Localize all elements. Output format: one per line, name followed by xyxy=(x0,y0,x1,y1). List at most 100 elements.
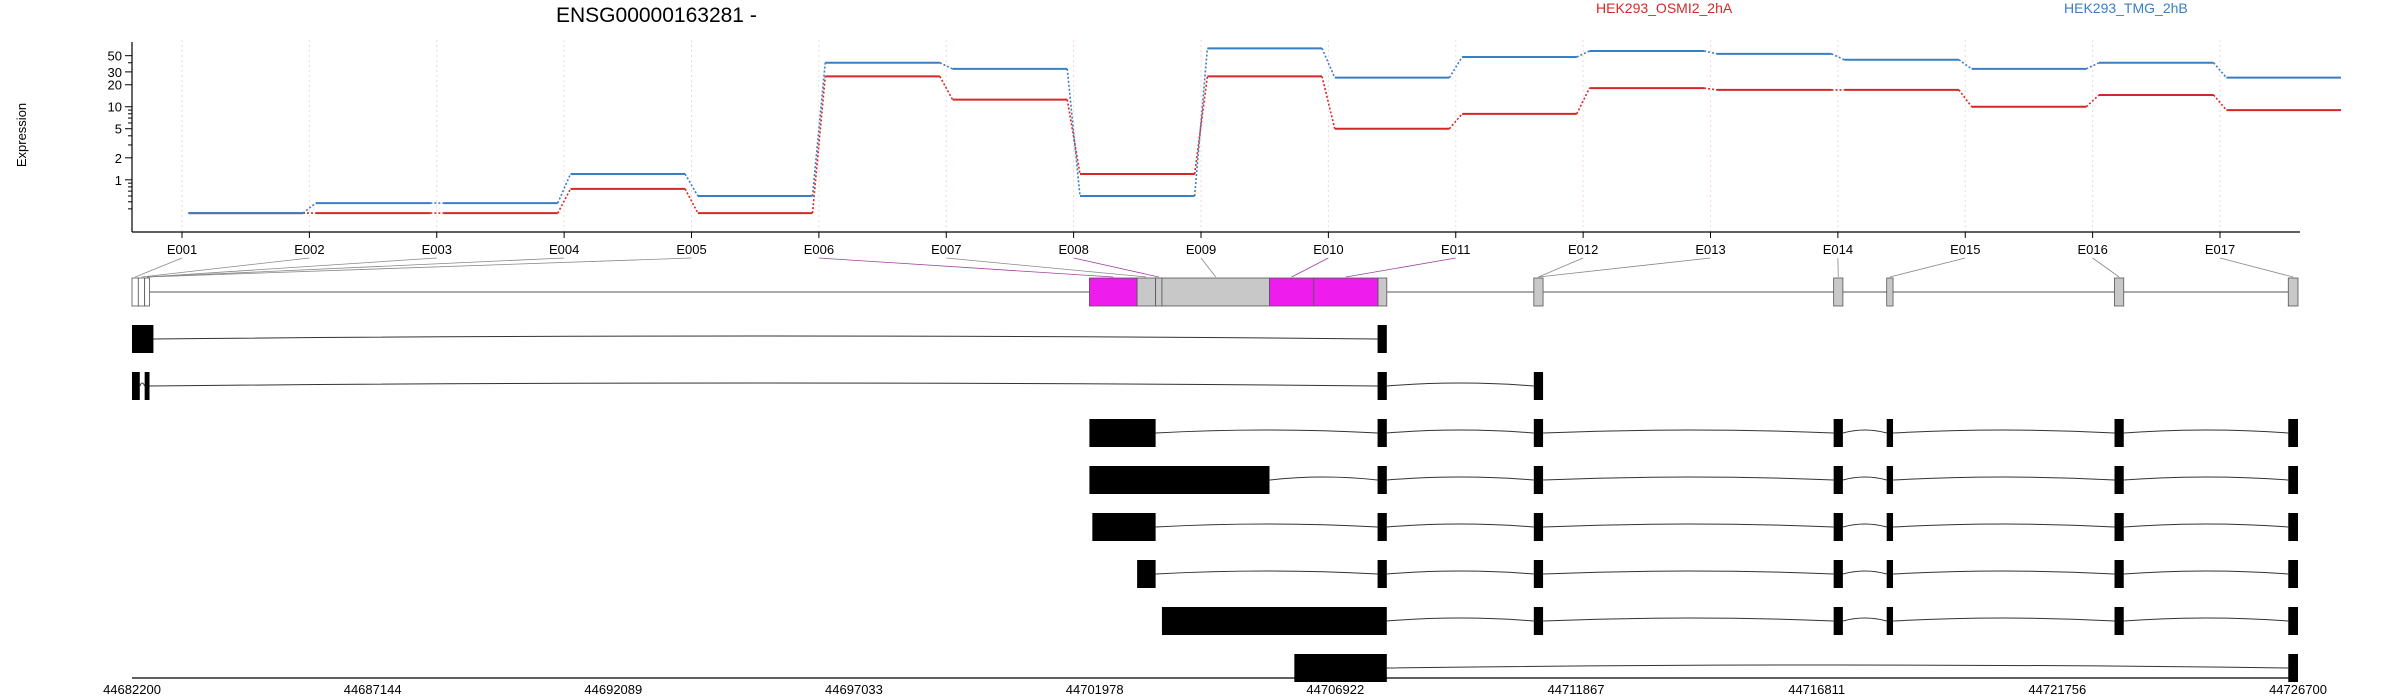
transcript-exon xyxy=(2288,513,2298,541)
transcript-5 xyxy=(1092,513,2298,541)
series-2 xyxy=(188,47,2342,215)
intron-line xyxy=(1842,617,1887,622)
exon-segment xyxy=(1377,277,1388,307)
bin-connector xyxy=(147,257,692,278)
exon-segment xyxy=(131,277,139,307)
bin-connector xyxy=(135,257,183,278)
transcript-exon xyxy=(144,372,150,400)
x-tick-label: E013 xyxy=(1695,242,1725,257)
transcript-exon xyxy=(2114,419,2124,447)
exon-segment xyxy=(1313,277,1379,307)
transcript-exon xyxy=(1137,560,1156,588)
intron-line xyxy=(1842,476,1887,481)
x-tick-label: E012 xyxy=(1568,242,1598,257)
bin-connector xyxy=(1538,257,1711,278)
exon-segment xyxy=(1269,277,1315,307)
series-connector xyxy=(557,173,572,204)
bin-connector xyxy=(946,257,1147,278)
series-connector xyxy=(1193,48,1209,197)
series-connector xyxy=(2085,94,2100,108)
bin-connector xyxy=(141,257,310,278)
transcript-exon xyxy=(1833,560,1843,588)
genomic-coordinate-label: 44697033 xyxy=(825,682,883,697)
genomic-axis: 44682200 44687144 44692089 44697033 44701978… xyxy=(103,677,2327,697)
bin-connector xyxy=(1538,257,1584,278)
exon-segment xyxy=(1136,277,1157,307)
intron-line xyxy=(2123,523,2289,528)
transcript-exon xyxy=(2114,560,2124,588)
bin-connector xyxy=(818,257,1114,278)
intron-line xyxy=(1543,617,1834,622)
intron-line xyxy=(1386,382,1534,387)
intron-line xyxy=(2123,570,2289,575)
genomic-coordinate-label: 44726700 xyxy=(2269,682,2327,697)
genomic-coordinate-label: 44692089 xyxy=(584,682,642,697)
transcript-exon xyxy=(132,372,140,400)
legend-series-2: HEK293_TMG_2hB xyxy=(2064,0,2188,16)
transcript-exon xyxy=(2114,513,2124,541)
bin-connector xyxy=(1889,257,1966,278)
exon-segment xyxy=(1886,277,1894,307)
series-connector xyxy=(1448,56,1463,79)
transcript-exon xyxy=(1533,513,1544,541)
series-connector xyxy=(1704,87,1717,91)
transcript-exon xyxy=(1886,560,1894,588)
y-tick-label: 30 xyxy=(108,65,122,80)
intron-line xyxy=(1543,476,1834,481)
gene-model xyxy=(131,277,2299,307)
y-tick-label: 20 xyxy=(108,78,122,93)
bin-connector xyxy=(147,257,437,278)
transcript-exon xyxy=(1886,607,1894,635)
x-tick-label: E001 xyxy=(167,242,197,257)
series-connector xyxy=(557,188,572,214)
transcript-8 xyxy=(1294,654,2298,682)
transcript-exon xyxy=(1377,560,1387,588)
series-connector xyxy=(2213,94,2227,111)
y-axis-label: Expression xyxy=(14,103,29,167)
transcript-exon xyxy=(1089,466,1270,494)
genomic-coordinate-label: 44682200 xyxy=(103,682,161,697)
transcript-exon xyxy=(1833,466,1843,494)
transcript-3 xyxy=(1089,419,2298,447)
exon-segment xyxy=(1089,277,1138,307)
series-connector xyxy=(684,173,699,197)
bin-connector xyxy=(147,257,565,278)
transcript-exon xyxy=(1377,325,1387,353)
transcript-exon xyxy=(1533,466,1544,494)
bin-connector xyxy=(2092,257,2120,278)
series-connector xyxy=(2213,62,2227,79)
genomic-coordinate-label: 44716811 xyxy=(1788,682,1845,697)
x-tick-label: E009 xyxy=(1186,242,1216,257)
y-tick-label: 50 xyxy=(108,49,122,64)
intron-line xyxy=(1386,523,1534,528)
intron-line xyxy=(1543,523,1834,528)
x-tick-label: E015 xyxy=(1950,242,1980,257)
x-tick-label: E005 xyxy=(676,242,706,257)
series-connector xyxy=(684,188,699,214)
series-connector xyxy=(1576,87,1591,115)
intron-line xyxy=(1386,429,1534,434)
intron-line xyxy=(1155,523,1378,528)
genomic-coordinate-label: 44687144 xyxy=(344,682,402,697)
bin-connector xyxy=(1200,257,1217,278)
x-tick-label: E014 xyxy=(1823,242,1853,257)
intron-line xyxy=(153,335,1378,340)
transcript-2 xyxy=(132,372,1544,400)
series-1 xyxy=(188,75,2342,215)
transcript-exon xyxy=(2288,607,2298,635)
genomic-coordinate-label: 44721756 xyxy=(2028,682,2086,697)
transcript-exon xyxy=(1833,513,1843,541)
intron-line xyxy=(2123,429,2289,434)
transcript-exon xyxy=(1377,372,1387,400)
series-connector xyxy=(1066,68,1081,197)
x-tick-label: E017 xyxy=(2205,242,2235,257)
transcript-exon xyxy=(2288,560,2298,588)
transcript-6 xyxy=(1137,560,2298,588)
intron-line xyxy=(139,382,146,387)
genomic-coordinate-label: 44701978 xyxy=(1066,682,1124,697)
bin-connector xyxy=(1291,257,1329,278)
intron-line xyxy=(1386,617,1534,622)
intron-line xyxy=(2123,617,2289,622)
chart-title: ENSG00000163281 - xyxy=(556,4,757,27)
intron-line xyxy=(1842,429,1887,434)
